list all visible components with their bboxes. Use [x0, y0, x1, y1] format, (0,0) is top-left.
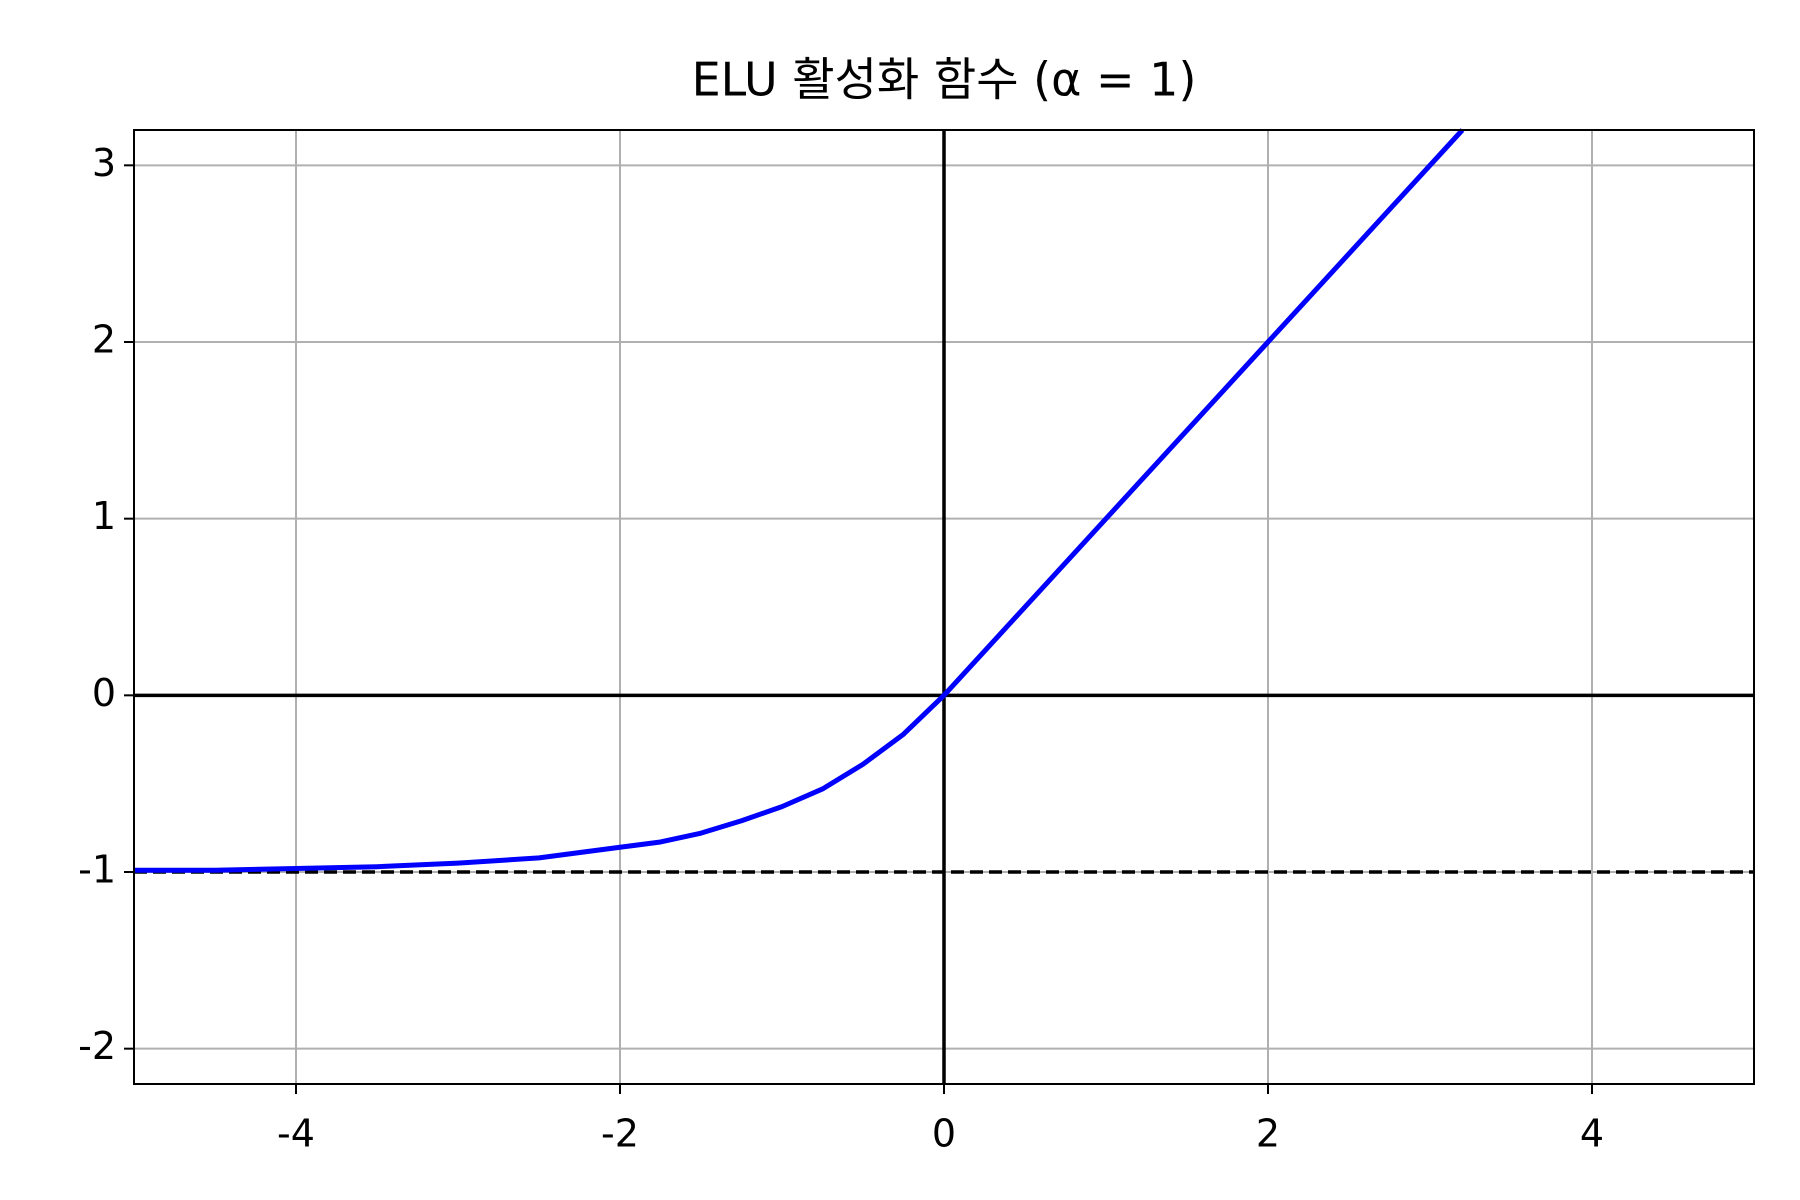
x-tick-label: 2 — [1256, 1112, 1280, 1156]
y-tick-label: -1 — [78, 848, 116, 892]
x-tick-label: -4 — [277, 1112, 315, 1156]
x-tick-label: 4 — [1580, 1112, 1604, 1156]
plot-frame — [133, 129, 1755, 1085]
y-tick-label: 0 — [92, 671, 116, 715]
y-tick-label: 3 — [92, 141, 116, 185]
y-tick-label: 2 — [92, 318, 116, 362]
x-tick-label: -2 — [601, 1112, 639, 1156]
chart-title: ELU 활성화 함수 (α = 1) — [692, 53, 1197, 107]
y-tick-label: 1 — [92, 494, 116, 538]
line-series — [134, 128, 1465, 873]
x-tick-label: 0 — [932, 1112, 956, 1156]
y-tick-label: -2 — [78, 1024, 116, 1068]
